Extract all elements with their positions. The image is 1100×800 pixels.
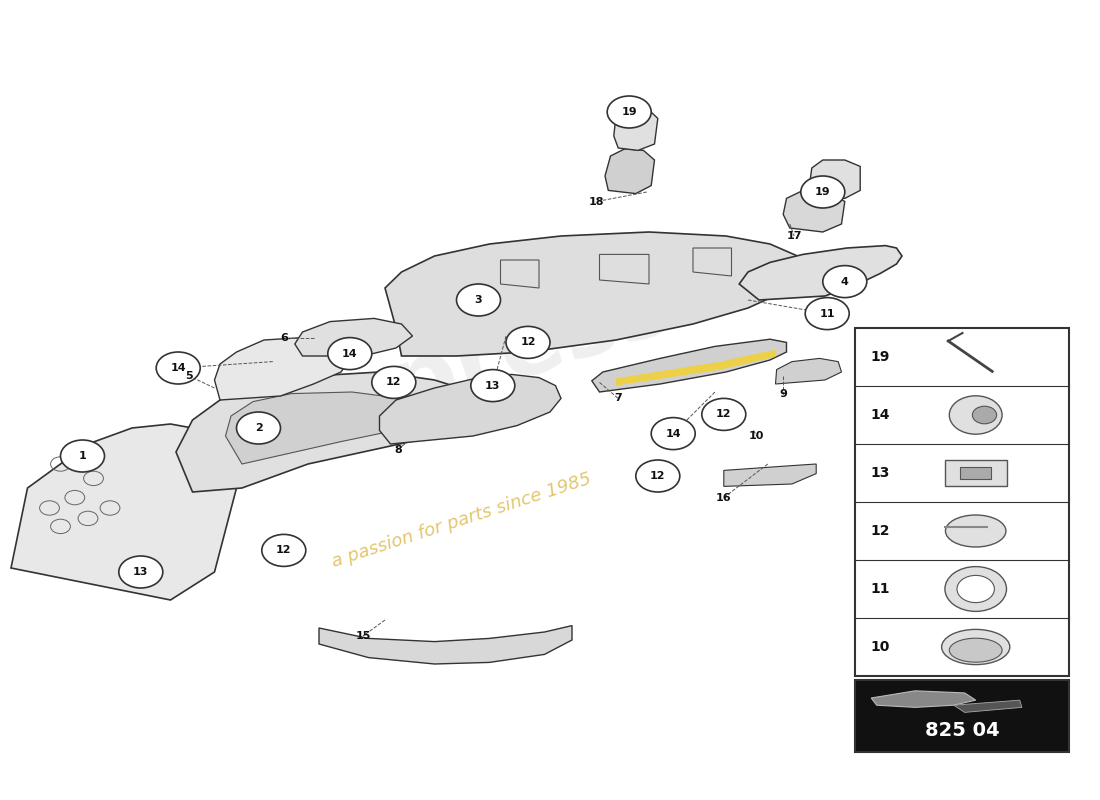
Text: eufopress: eufopress	[153, 258, 683, 510]
Circle shape	[156, 352, 200, 384]
Text: 13: 13	[133, 567, 148, 577]
Text: 11: 11	[820, 309, 835, 318]
Text: 3: 3	[475, 295, 482, 305]
Polygon shape	[226, 392, 429, 464]
Text: 14: 14	[870, 408, 890, 422]
Ellipse shape	[949, 638, 1002, 662]
Polygon shape	[783, 190, 845, 232]
Circle shape	[651, 418, 695, 450]
Ellipse shape	[946, 515, 1006, 547]
Polygon shape	[319, 626, 572, 664]
Text: 10: 10	[870, 640, 890, 654]
Polygon shape	[871, 690, 976, 707]
FancyBboxPatch shape	[945, 460, 1006, 486]
Circle shape	[949, 396, 1002, 434]
FancyBboxPatch shape	[960, 466, 991, 479]
Text: 19: 19	[815, 187, 830, 197]
FancyBboxPatch shape	[855, 680, 1069, 752]
Polygon shape	[614, 107, 658, 150]
Text: 825 04: 825 04	[925, 721, 999, 740]
Text: 5: 5	[186, 371, 192, 381]
Polygon shape	[954, 700, 1022, 712]
Polygon shape	[176, 372, 478, 492]
Text: 11: 11	[870, 582, 890, 596]
Circle shape	[636, 460, 680, 492]
Polygon shape	[592, 339, 786, 392]
Text: 12: 12	[870, 524, 890, 538]
Circle shape	[262, 534, 306, 566]
Text: 15: 15	[355, 631, 371, 641]
Text: 8: 8	[394, 445, 403, 454]
Text: 12: 12	[276, 546, 292, 555]
Text: 10: 10	[749, 431, 764, 441]
Circle shape	[119, 556, 163, 588]
Text: 4: 4	[840, 277, 849, 286]
Text: 19: 19	[621, 107, 637, 117]
Circle shape	[945, 566, 1006, 611]
Text: 6: 6	[279, 333, 288, 342]
Polygon shape	[379, 374, 561, 444]
Text: 18: 18	[588, 197, 604, 206]
Circle shape	[471, 370, 515, 402]
Text: 19: 19	[870, 350, 890, 364]
Text: 9: 9	[779, 389, 788, 398]
Circle shape	[236, 412, 280, 444]
Text: a passion for parts since 1985: a passion for parts since 1985	[330, 470, 594, 570]
Polygon shape	[810, 160, 860, 198]
Text: 13: 13	[870, 466, 890, 480]
Text: 12: 12	[650, 471, 666, 481]
Polygon shape	[214, 338, 352, 400]
Polygon shape	[11, 424, 236, 600]
Text: 12: 12	[386, 378, 402, 387]
Circle shape	[506, 326, 550, 358]
Polygon shape	[385, 232, 803, 356]
Circle shape	[823, 266, 867, 298]
Text: 12: 12	[520, 338, 536, 347]
Text: 7: 7	[614, 394, 623, 403]
Circle shape	[372, 366, 416, 398]
Polygon shape	[739, 246, 902, 300]
Circle shape	[805, 298, 849, 330]
Text: 1: 1	[78, 451, 87, 461]
Circle shape	[60, 440, 104, 472]
Text: 16: 16	[716, 493, 732, 502]
Text: 14: 14	[170, 363, 186, 373]
Circle shape	[607, 96, 651, 128]
Polygon shape	[616, 350, 776, 386]
Circle shape	[801, 176, 845, 208]
Ellipse shape	[942, 630, 1010, 665]
Circle shape	[456, 284, 501, 316]
Polygon shape	[605, 149, 654, 194]
Circle shape	[972, 406, 997, 424]
Circle shape	[957, 575, 994, 602]
Text: 14: 14	[342, 349, 358, 358]
Polygon shape	[295, 318, 412, 356]
Polygon shape	[724, 464, 816, 486]
Text: 2: 2	[254, 423, 263, 433]
Text: 14: 14	[666, 429, 681, 438]
Polygon shape	[776, 358, 842, 384]
Circle shape	[702, 398, 746, 430]
Circle shape	[328, 338, 372, 370]
Text: 13: 13	[485, 381, 501, 390]
Text: 12: 12	[716, 410, 732, 419]
Text: 17: 17	[786, 231, 802, 241]
